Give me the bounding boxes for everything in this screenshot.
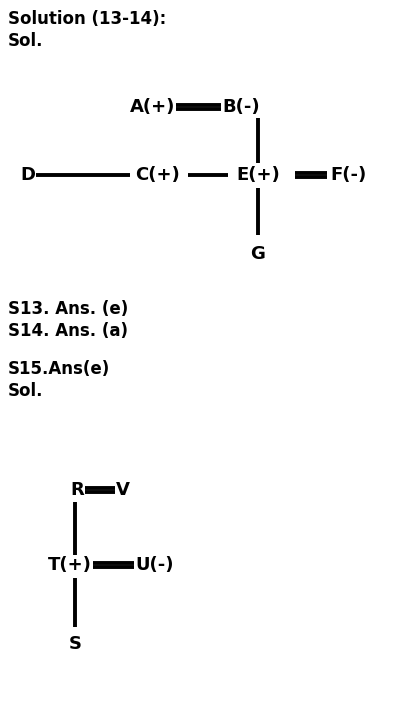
Text: C(+): C(+)	[135, 166, 180, 184]
Text: R: R	[70, 481, 84, 499]
Text: B(-): B(-)	[222, 98, 259, 116]
Text: A(+): A(+)	[129, 98, 175, 116]
Text: D: D	[20, 166, 35, 184]
Text: S13. Ans. (e): S13. Ans. (e)	[8, 300, 128, 318]
Text: S: S	[68, 635, 81, 653]
Text: Solution (13-14):: Solution (13-14):	[8, 10, 166, 28]
Text: V: V	[116, 481, 130, 499]
Text: S15.Ans(e): S15.Ans(e)	[8, 360, 110, 378]
Text: S14. Ans. (a): S14. Ans. (a)	[8, 322, 128, 340]
Text: E(+): E(+)	[236, 166, 279, 184]
Text: T(+): T(+)	[48, 556, 92, 574]
Text: Sol.: Sol.	[8, 382, 43, 400]
Text: U(-): U(-)	[135, 556, 173, 574]
Text: G: G	[250, 245, 265, 263]
Text: F(-): F(-)	[329, 166, 365, 184]
Text: Sol.: Sol.	[8, 32, 43, 50]
